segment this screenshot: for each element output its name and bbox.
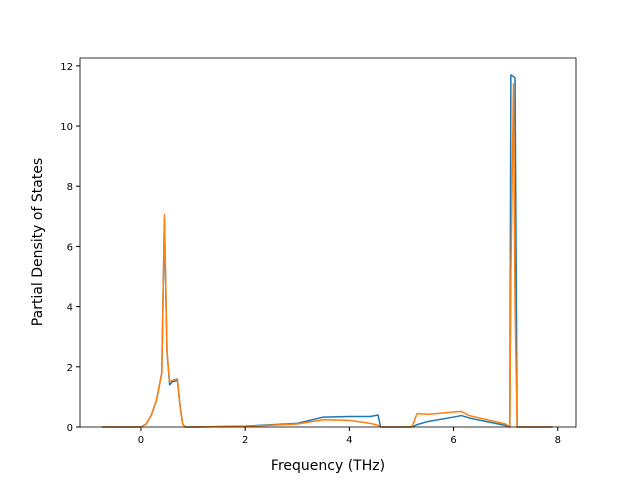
y-axis-label: Partial Density of States	[30, 158, 46, 326]
y-tick-label: 0	[67, 423, 73, 434]
x-tick-label: 0	[138, 435, 144, 446]
x-tick-label: 8	[555, 435, 561, 446]
y-tick-label: 2	[67, 363, 73, 374]
x-tick-label: 6	[450, 435, 456, 446]
y-tick-label: 6	[67, 242, 73, 253]
x-tick-label: 4	[346, 435, 352, 446]
data-line	[101, 83, 553, 428]
y-tick-label: 10	[60, 122, 73, 133]
y-tick-label: 8	[67, 182, 73, 193]
plot-frame	[79, 57, 577, 428]
y-tick-label: 12	[60, 62, 73, 73]
y-tick-label: 4	[67, 303, 73, 314]
x-tick-label: 2	[242, 435, 248, 446]
x-axis-label: Frequency (THz)	[271, 458, 385, 474]
